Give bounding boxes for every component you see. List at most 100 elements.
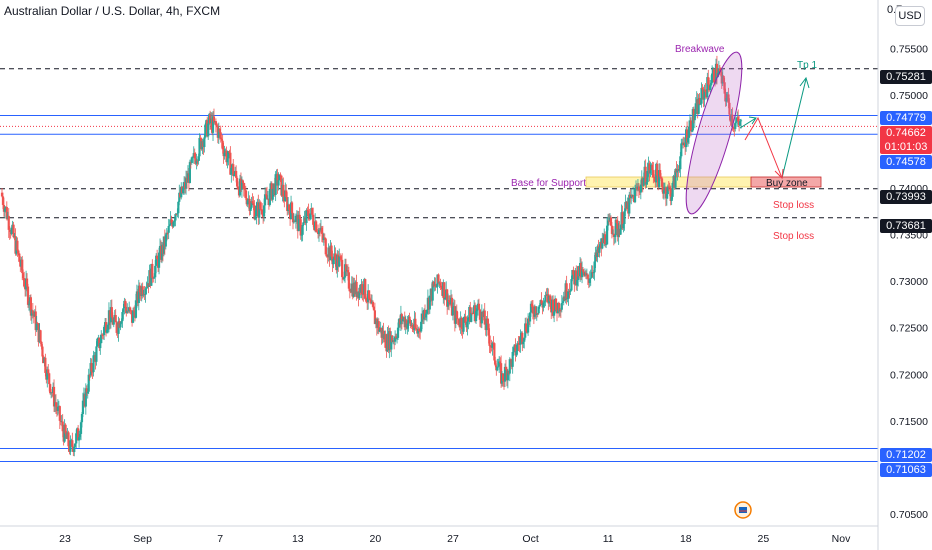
candle-body — [565, 283, 568, 299]
candle-body — [79, 422, 83, 434]
candle-body — [598, 247, 601, 253]
candle-body — [195, 160, 198, 164]
candle-body — [514, 344, 517, 356]
candle-body — [3, 208, 6, 212]
candle-body — [553, 311, 556, 316]
candle-body — [690, 130, 693, 132]
candle-body — [739, 120, 743, 122]
candle-body — [649, 170, 652, 174]
candle-body — [25, 278, 29, 287]
candle-body — [7, 215, 10, 230]
candle-body — [144, 288, 147, 295]
chart-title: Australian Dollar / U.S. Dollar, 4h, FXC… — [4, 4, 221, 18]
candle-body — [566, 297, 569, 299]
candle-body — [642, 177, 645, 186]
candle-body — [255, 205, 258, 217]
candle-body — [103, 326, 106, 336]
event-icon[interactable] — [734, 501, 752, 519]
candle-body — [731, 114, 734, 127]
candle-body — [444, 297, 447, 300]
candle-body — [307, 210, 310, 217]
candle-body — [534, 306, 537, 315]
candle-body — [470, 312, 473, 322]
candle-body — [10, 227, 13, 234]
candle-body — [71, 440, 74, 447]
candle-body — [511, 351, 514, 367]
candle-body — [110, 307, 113, 318]
candle-body — [129, 307, 132, 311]
candle-body — [496, 366, 499, 371]
candle-body — [165, 232, 168, 235]
level-lines — [0, 68, 878, 462]
candle-body — [704, 89, 707, 92]
candle-body — [487, 323, 490, 336]
candle-body — [90, 363, 93, 372]
support-blue-1-tag: 0.71202 — [880, 448, 932, 462]
candle-body — [394, 336, 397, 342]
candle-body — [134, 300, 138, 318]
candle-body — [679, 156, 682, 170]
candle-body — [302, 221, 305, 225]
candle-body — [400, 314, 403, 322]
stop-loss-label-1: Stop loss — [773, 200, 814, 211]
candle-body — [298, 214, 301, 220]
candle-body — [440, 285, 443, 288]
candle-body — [693, 114, 696, 121]
candle-body — [252, 203, 255, 206]
candle-body — [526, 318, 530, 333]
candle-body — [141, 286, 144, 296]
candle-body — [377, 321, 380, 332]
candle-body — [391, 335, 394, 343]
candle-body — [712, 69, 716, 83]
candle-body — [88, 374, 91, 376]
x-tick-label: Nov — [832, 533, 851, 545]
candle-body — [87, 374, 90, 392]
candle-body — [456, 318, 459, 320]
candle-body — [646, 170, 649, 183]
candle-body — [261, 209, 264, 215]
candle-body — [530, 303, 534, 307]
candle-body — [606, 220, 610, 226]
candle-body — [61, 421, 64, 432]
candle-body — [491, 342, 494, 348]
candle-body — [172, 221, 175, 227]
candle-body — [102, 334, 105, 336]
candle-body — [706, 77, 709, 98]
candle-body — [251, 201, 254, 204]
candle-body — [447, 300, 450, 307]
candle-body — [221, 140, 224, 150]
candle-body — [437, 274, 440, 283]
candle-body — [100, 334, 103, 344]
candle-body — [703, 89, 706, 100]
candle-body — [47, 369, 50, 374]
candle-body — [457, 318, 460, 325]
candle-body — [732, 126, 735, 129]
candle-body — [614, 219, 617, 236]
candle-body — [26, 286, 30, 305]
candle-body — [154, 265, 157, 278]
x-tick-label: 11 — [603, 533, 614, 545]
candle-body — [156, 255, 159, 260]
candle-body — [271, 189, 274, 200]
candle-body — [151, 263, 154, 279]
candle-body — [644, 166, 647, 185]
candle-body — [418, 328, 421, 331]
candle-body — [240, 180, 244, 190]
candle-body — [41, 346, 44, 357]
candle-body — [115, 322, 118, 333]
candle-body — [244, 190, 247, 199]
candle-body — [297, 214, 300, 232]
currency-button[interactable]: USD — [895, 6, 925, 26]
candle-body — [99, 343, 102, 349]
candle-body — [525, 323, 528, 332]
candle-body — [674, 168, 677, 188]
candle-body — [232, 164, 235, 177]
candle-body — [8, 229, 11, 232]
candle-body — [586, 274, 589, 279]
projection-red-line — [744, 116, 783, 179]
candle-body — [145, 287, 148, 289]
candle-body — [668, 187, 671, 189]
x-tick-label: 27 — [447, 533, 459, 545]
candle-body — [396, 327, 400, 338]
candle-body — [521, 332, 524, 345]
